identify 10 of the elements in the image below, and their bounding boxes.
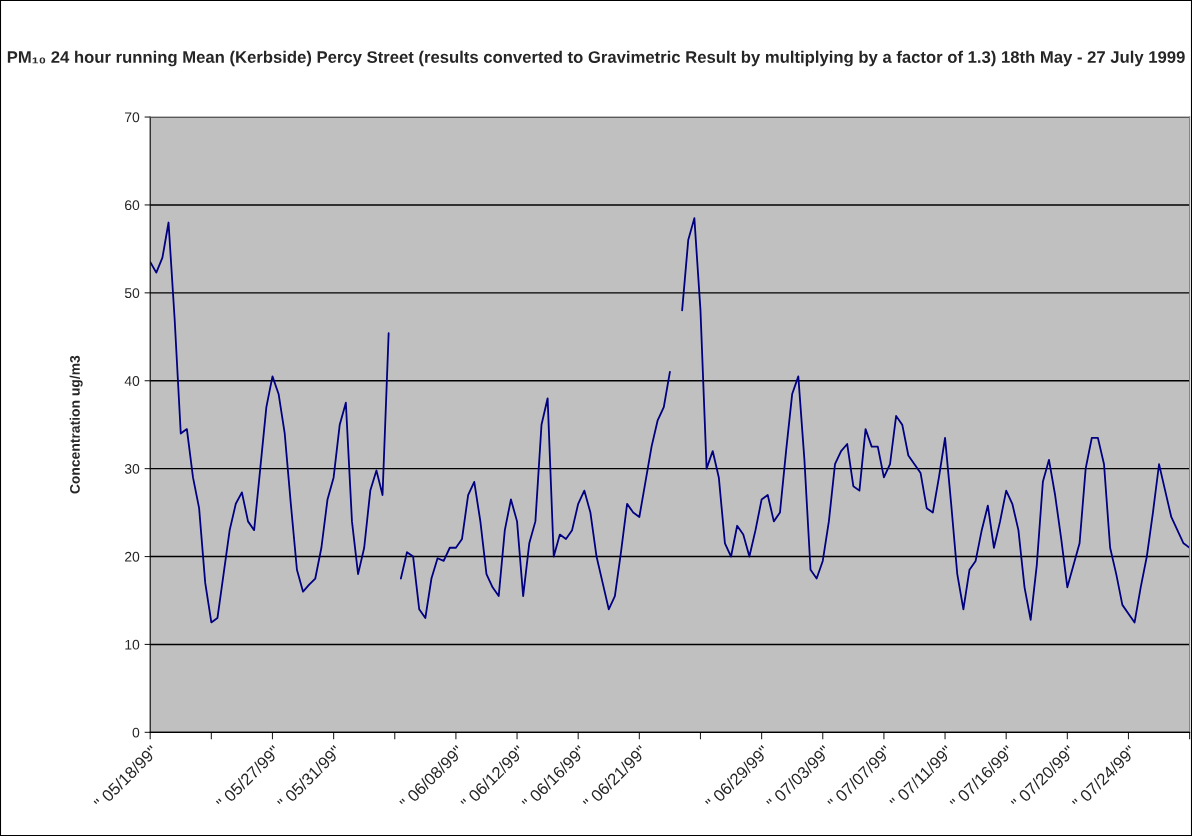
y-axis-title: Concentration ug/m3 [69, 355, 83, 494]
y-tick-label: 0 [132, 727, 140, 738]
y-tick-label: 60 [125, 200, 140, 211]
y-tick-label: 10 [125, 639, 140, 650]
y-tick-label: 70 [125, 112, 140, 123]
y-tick-label: 30 [124, 463, 140, 474]
y-tick-label: 40 [124, 376, 140, 386]
chart-title: PM₁₀ 24 hour running Mean (Kerbside) Percy Street (results converted to Gravimetric Result by multiplying by a factor of 1.3) 18th May - 27 July 1999 [7, 50, 1185, 67]
y-tick-label: 20 [125, 551, 140, 562]
y-tick-label: 50 [124, 288, 140, 299]
